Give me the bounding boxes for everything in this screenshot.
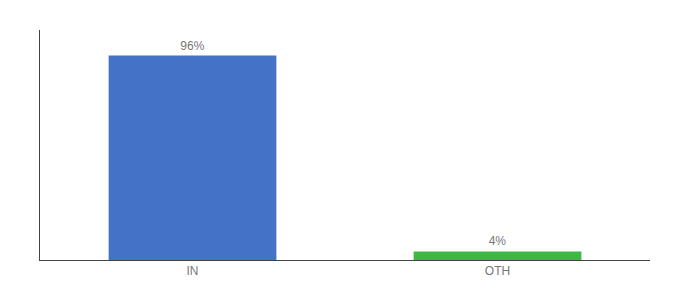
svg-text:IN: IN bbox=[187, 264, 199, 278]
svg-text:96%: 96% bbox=[180, 39, 204, 53]
svg-text:OTH: OTH bbox=[485, 264, 510, 278]
svg-text:4%: 4% bbox=[489, 234, 507, 248]
